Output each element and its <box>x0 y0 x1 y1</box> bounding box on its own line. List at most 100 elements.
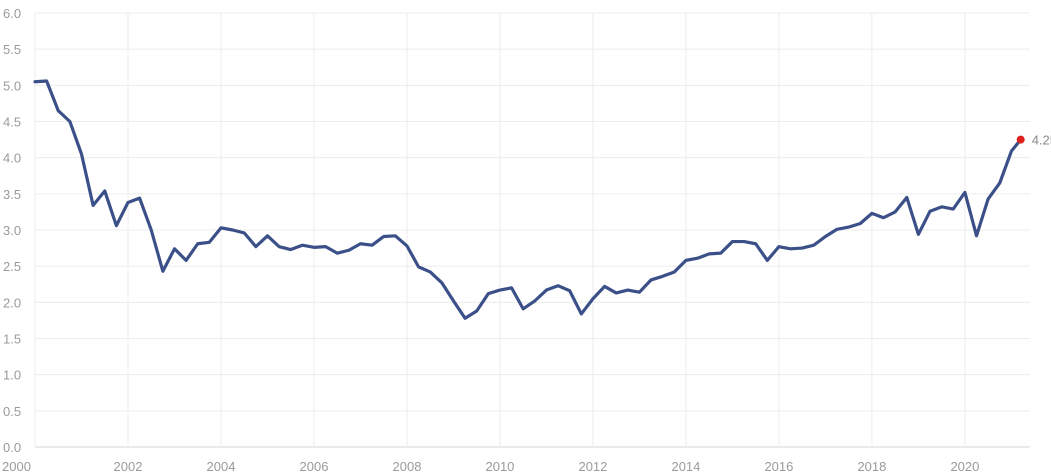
data-point <box>940 205 944 209</box>
series-line <box>33 79 1023 320</box>
data-point <box>916 232 920 236</box>
data-point <box>277 245 281 249</box>
data-point <box>800 246 804 250</box>
data-point <box>324 245 328 249</box>
data-point <box>765 258 769 262</box>
data-point <box>358 242 362 246</box>
x-tick-label: 2004 <box>207 459 236 474</box>
y-axis-labels: 0.0 0.5 1.0 1.5 2.0 2.5 3.0 3.5 4.0 4.5 5.0 5.5 6.0 <box>3 6 21 455</box>
data-point <box>730 240 734 244</box>
y-tick-label: 1.0 <box>3 368 21 383</box>
data-point <box>789 247 793 251</box>
y-tick-label: 0.5 <box>3 404 21 419</box>
data-point <box>486 292 490 296</box>
data-point <box>963 190 967 194</box>
y-tick-label: 5.5 <box>3 42 21 57</box>
data-point <box>707 252 711 256</box>
y-tick-label: 4.5 <box>3 115 21 130</box>
data-point <box>905 195 909 199</box>
data-point <box>812 243 816 247</box>
data-point <box>777 245 781 249</box>
x-axis-labels: 2000 2002 2004 2006 2008 2010 2012 2014 2016 2018… <box>2 459 979 474</box>
data-point <box>289 248 293 252</box>
data-point <box>265 234 269 238</box>
x-tick-label: 2010 <box>485 459 514 474</box>
data-point <box>254 245 258 249</box>
y-tick-label: 4.0 <box>3 151 21 166</box>
x-tick-label: 2020 <box>950 459 979 474</box>
data-point <box>928 209 932 213</box>
data-point <box>986 197 990 201</box>
data-point <box>847 225 851 229</box>
data-point <box>103 189 107 193</box>
data-point <box>33 80 37 84</box>
data-point <box>417 265 421 269</box>
data-point <box>463 316 467 320</box>
data-point <box>196 242 200 246</box>
chart-grid <box>34 12 1030 448</box>
data-point <box>335 251 339 255</box>
y-tick-label: 1.5 <box>3 332 21 347</box>
last-value-label: 4.25 <box>1032 133 1051 148</box>
y-tick-label: 2.0 <box>3 295 21 310</box>
x-tick-label: 2012 <box>578 459 607 474</box>
data-point <box>172 247 176 251</box>
y-tick-label: 6.0 <box>3 6 21 21</box>
data-point <box>568 289 572 293</box>
data-point <box>1009 149 1013 153</box>
data-point <box>626 288 630 292</box>
data-point <box>870 211 874 215</box>
data-point <box>893 210 897 214</box>
data-point <box>998 181 1002 185</box>
data-point <box>68 120 72 124</box>
data-point <box>207 240 211 244</box>
data-point <box>405 244 409 248</box>
data-point <box>637 290 641 294</box>
data-point <box>858 221 862 225</box>
y-tick-label: 0.0 <box>3 440 21 455</box>
data-point <box>579 312 583 316</box>
data-point <box>347 248 351 252</box>
data-point <box>835 227 839 231</box>
x-tick-label: 2014 <box>671 459 700 474</box>
data-point <box>138 196 142 200</box>
y-tick-label: 3.0 <box>3 223 21 238</box>
x-tick-label: 2002 <box>114 459 143 474</box>
data-point <box>684 258 688 262</box>
y-tick-label: 3.5 <box>3 187 21 202</box>
series-points <box>33 79 1023 320</box>
y-tick-label: 2.5 <box>3 259 21 274</box>
data-point <box>56 109 60 113</box>
data-point <box>498 288 502 292</box>
data-point <box>951 207 955 211</box>
x-tick-label: 2006 <box>300 459 329 474</box>
data-point <box>649 278 653 282</box>
x-tick-label: 2008 <box>393 459 422 474</box>
x-tick-label: 2000 <box>2 459 31 474</box>
data-point <box>242 231 246 235</box>
data-point <box>370 243 374 247</box>
data-point <box>382 235 386 239</box>
data-point <box>91 203 95 207</box>
data-point <box>475 309 479 313</box>
data-point <box>161 269 165 273</box>
data-point <box>393 234 397 238</box>
data-point <box>603 284 607 288</box>
data-point <box>672 270 676 274</box>
data-point <box>312 245 316 249</box>
data-point <box>521 307 525 311</box>
last-point-marker <box>1016 135 1025 144</box>
data-point <box>591 297 595 301</box>
data-point <box>149 228 153 232</box>
data-point <box>975 234 979 238</box>
data-point <box>428 270 432 274</box>
data-point <box>231 228 235 232</box>
y-tick-label: 5.0 <box>3 78 21 93</box>
data-point <box>882 216 886 220</box>
data-point <box>219 226 223 230</box>
data-point <box>823 235 827 239</box>
x-tick-label: 2018 <box>857 459 886 474</box>
data-point <box>184 258 188 262</box>
data-point <box>754 242 758 246</box>
